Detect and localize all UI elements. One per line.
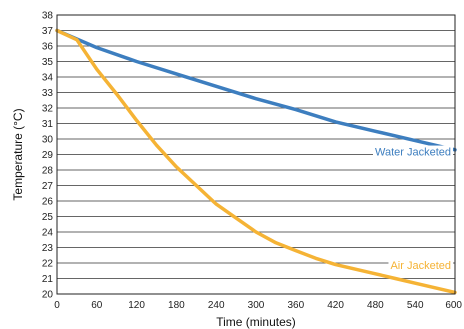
x-tick-label: 120 [128, 300, 145, 311]
y-tick-label: 34 [42, 73, 54, 84]
y-tick-label: 26 [42, 197, 54, 208]
y-tick-label: 23 [42, 243, 54, 254]
y-tick-label: 25 [42, 212, 54, 223]
x-tick-label: 0 [54, 300, 60, 311]
series-label-0: Water Jacketed [375, 147, 451, 159]
y-axis-ticks: 20 21 22 23 24 25 26 27 28 29 30 31 32 33 34 35 36 37 38 [42, 11, 54, 301]
grid-lines [57, 14, 455, 295]
x-axis-ticks: 0 60 120 180 240 300 360 420 480 540 600 [54, 300, 462, 311]
y-tick-label: 35 [42, 57, 54, 68]
x-tick-label: 420 [327, 300, 344, 311]
x-tick-label: 180 [168, 300, 185, 311]
x-axis-label: Time (minutes) [216, 315, 296, 329]
series-lines [55, 28, 457, 295]
series-labels: Water Jacketed Air Jacketed [372, 145, 453, 273]
y-tick-label: 24 [42, 228, 54, 239]
series-label-background [388, 259, 453, 273]
series-line-1 [55, 28, 457, 295]
x-tick-label: 60 [91, 300, 103, 311]
x-tick-label: 360 [287, 300, 304, 311]
y-tick-label: 37 [42, 26, 54, 37]
y-tick-label: 20 [42, 290, 54, 301]
y-tick-label: 33 [42, 88, 54, 99]
x-tick-label: 600 [445, 300, 462, 311]
x-tick-label: 480 [367, 300, 384, 311]
y-tick-label: 22 [42, 259, 54, 270]
y-tick-label: 36 [42, 42, 54, 53]
x-tick-label: 540 [407, 300, 424, 311]
series-label-1: Air Jacketed [390, 260, 451, 272]
x-tick-label: 240 [208, 300, 225, 311]
y-axis-label: Temperature (°C) [11, 108, 25, 200]
y-tick-label: 38 [42, 11, 54, 22]
y-tick-label: 29 [42, 150, 54, 161]
y-tick-label: 28 [42, 166, 54, 177]
y-tick-label: 31 [42, 119, 54, 130]
x-tick-label: 300 [248, 300, 265, 311]
series-line-0 [55, 28, 457, 152]
plot-area-border [56, 14, 456, 295]
series-label-background [372, 145, 453, 159]
y-tick-label: 30 [42, 135, 54, 146]
y-tick-label: 27 [42, 181, 54, 192]
y-tick-label: 32 [42, 104, 54, 115]
y-tick-label: 21 [42, 274, 54, 285]
